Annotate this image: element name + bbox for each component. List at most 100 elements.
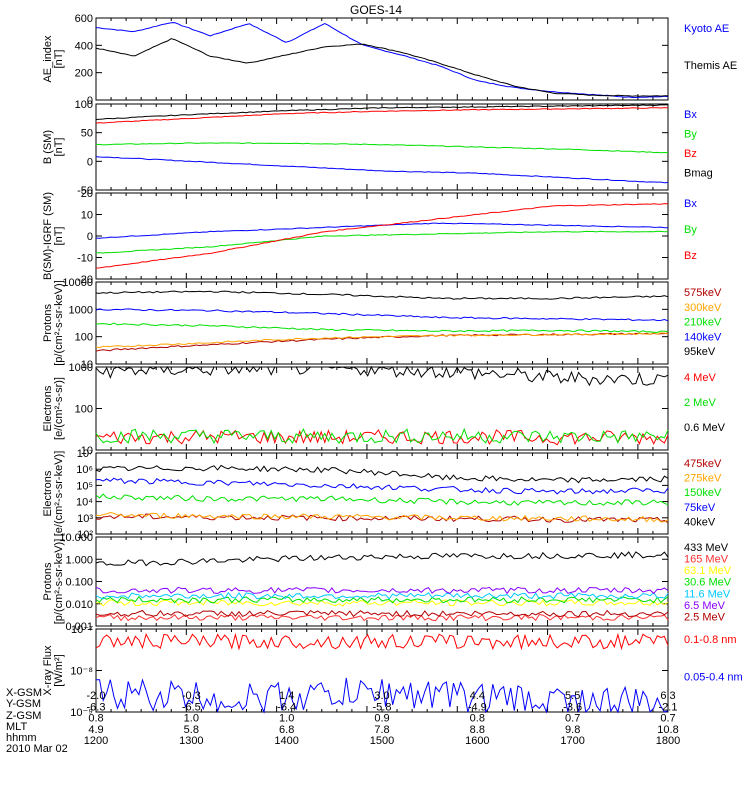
legend-entry: 0.6 MeV	[684, 422, 726, 434]
y-tick-label: 0	[87, 231, 93, 243]
series-line	[95, 38, 668, 97]
footer-value: -2.1	[659, 701, 678, 713]
footer-value: 9.8	[565, 724, 580, 736]
footer-value: 1.0	[184, 713, 199, 725]
footer-value: -5.8	[373, 701, 392, 713]
series-line	[95, 429, 669, 446]
series-line	[95, 464, 669, 484]
y-tick-label: 10⁻⁹	[70, 707, 93, 719]
legend-entry: Bx	[684, 198, 697, 210]
y-tick-label: 100	[75, 99, 93, 111]
plot-title: GOES-14	[350, 3, 402, 17]
y-tick-label: 100	[75, 332, 93, 344]
y-tick-label: 10⁴	[76, 497, 93, 509]
series-line	[95, 230, 669, 254]
y-tick-label: 400	[75, 40, 93, 52]
series-line	[95, 551, 669, 567]
legend-entry: Bz	[684, 250, 697, 262]
y-tick-label: 10	[81, 445, 93, 457]
y-tick-label: 50	[81, 128, 93, 140]
footer-label-hhmm: hhmm	[6, 732, 37, 745]
y-axis-label: [p/(cm²-s-sr-keV)]	[53, 280, 65, 366]
footer-value: 1800	[656, 735, 680, 747]
footer-value: 0.9	[374, 713, 389, 725]
y-tick-label: 10⁶	[76, 464, 93, 476]
footer-value: -6.4	[277, 701, 296, 713]
series-line	[95, 427, 669, 445]
y-tick-label: -20	[77, 274, 93, 286]
y-axis-label: AE_index	[42, 35, 54, 83]
y-axis-label: X-ray Flux	[42, 645, 54, 696]
y-axis-label: [p/(cm²-s-sr-keV)]	[53, 539, 65, 625]
footer-value: 10.8	[657, 724, 678, 736]
footer-label-y-gsm: Y-GSM	[6, 698, 42, 711]
y-tick-label: 10⁻⁸	[70, 666, 93, 678]
legend-entry: 150keV	[684, 487, 722, 499]
series-line	[95, 609, 669, 618]
y-axis-label: [nT]	[53, 227, 65, 246]
series-line	[95, 591, 669, 600]
series-line	[95, 142, 669, 154]
panel-frame	[95, 452, 669, 535]
y-tick-label: 10²	[77, 529, 93, 541]
footer-value: 6.3	[660, 690, 675, 702]
panel-frame	[95, 103, 669, 191]
footer-value: 1.4	[279, 690, 294, 702]
legend-entry: By	[684, 224, 697, 236]
y-tick-label: -50	[77, 185, 93, 197]
y-tick-label: 10	[81, 210, 93, 222]
y-axis-label: [nT]	[53, 138, 65, 157]
y-tick-label: 600	[75, 13, 93, 25]
legend-entry: 0.05-0.4 nm	[684, 672, 743, 684]
series-line	[95, 107, 669, 124]
series-line	[95, 290, 669, 300]
series-line	[95, 493, 669, 506]
series-line	[95, 632, 669, 651]
legend-entry: 210keV	[684, 317, 722, 329]
y-tick-label: 10⁷	[77, 448, 93, 460]
series-line	[95, 511, 669, 523]
footer-value: 0.8	[88, 713, 103, 725]
y-tick-label: -10	[77, 253, 93, 265]
legend-entry: 63.1 MeV	[684, 565, 732, 577]
series-line	[95, 613, 669, 622]
y-tick-label: 0.100	[65, 577, 93, 589]
series-line	[95, 677, 669, 714]
footer-label-z-gsm: Z-GSM	[6, 709, 42, 722]
footer-value: 1600	[465, 735, 489, 747]
y-axis-label: [W/m²]	[53, 654, 65, 686]
footer-value: 6.8	[279, 724, 294, 736]
series-line	[95, 332, 669, 352]
series-line	[95, 22, 669, 98]
y-tick-label: 100	[75, 404, 93, 416]
y-tick-label: 10³	[77, 513, 93, 525]
footer-value: 0.7	[565, 713, 580, 725]
orbit-footer: X-GSM Y-GSM Z-GSM MLT hhmm 2010 Mar 02	[6, 687, 68, 756]
legend-entry: 165 MeV	[684, 554, 729, 566]
y-tick-label: 20	[81, 188, 93, 200]
y-axis-label: [e/(cm²-s-sr-keV)]	[53, 451, 65, 537]
footer-value: 1500	[370, 735, 394, 747]
legend-entry: Kyoto AE	[684, 23, 729, 35]
y-tick-label: 0.001	[65, 621, 93, 633]
legend-entry: Bmag	[684, 168, 713, 180]
footer-value: 1300	[179, 735, 203, 747]
y-tick-label: 10⁻⁷	[71, 624, 93, 636]
footer-value: -6.3	[87, 701, 106, 713]
footer-value: 5.8	[184, 724, 199, 736]
footer-value: 1700	[560, 735, 584, 747]
series-line	[95, 599, 669, 607]
legend-entry: 75keV	[684, 502, 716, 514]
legend-entry: Themis AE	[684, 60, 737, 72]
legend-entry: 0.1-0.8 nm	[684, 634, 737, 646]
footer-value: 1200	[84, 735, 108, 747]
y-axis-label: Electrons	[42, 470, 54, 516]
footer-value: 5.5	[565, 690, 580, 702]
legend-entry: 140keV	[684, 331, 722, 343]
legend-entry: 2.5 MeV	[684, 611, 726, 623]
legend-entry: 300keV	[684, 302, 722, 314]
legend-entry: 433 MeV	[684, 542, 729, 554]
series-line	[95, 586, 669, 595]
footer-value: 1400	[274, 735, 298, 747]
y-tick-label: 1.000	[65, 554, 93, 566]
